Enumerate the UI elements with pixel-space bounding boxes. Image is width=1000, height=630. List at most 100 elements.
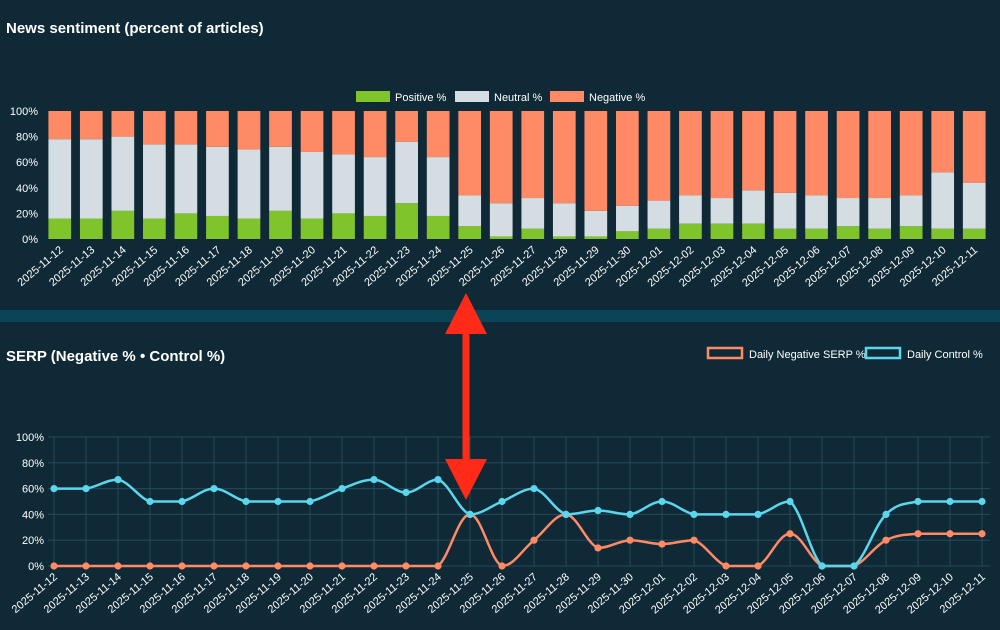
point-daily-negative-serp-: [498, 562, 506, 570]
point-daily-control-: [82, 485, 90, 493]
y-tick-label: 40%: [22, 509, 44, 521]
bar-positive-2025-12-05: [773, 228, 797, 239]
y-tick-label: 100%: [16, 432, 44, 444]
bar-neutral-2025-11-17: [206, 146, 229, 216]
point-daily-control-: [338, 485, 346, 493]
point-daily-control-: [690, 510, 698, 518]
point-daily-control-: [402, 488, 410, 497]
point-daily-control-: [274, 497, 282, 506]
point-daily-control-: [530, 485, 538, 493]
point-daily-negative-serp-: [434, 562, 442, 570]
bar-neutral-2025-11-23: [395, 141, 418, 204]
bar-negative-2025-11-29: [584, 111, 608, 211]
point-daily-negative-serp-: [82, 562, 90, 570]
point-daily-control-: [786, 497, 794, 506]
bar-negative-2025-12-08: [868, 111, 891, 199]
bar-negative-2025-11-15: [143, 111, 166, 145]
bar-neutral-2025-11-27: [521, 198, 545, 229]
bar-negative-2025-12-05: [773, 111, 797, 193]
legend-swatch: [356, 91, 390, 102]
point-daily-control-: [722, 510, 730, 518]
bar-positive-2025-11-16: [174, 213, 198, 239]
bar-neutral-2025-11-20: [300, 151, 324, 219]
bar-negative-2025-11-20: [300, 111, 324, 152]
bar-positive-2025-12-06: [805, 228, 828, 239]
point-daily-control-: [434, 475, 442, 484]
bar-negative-2025-11-17: [206, 111, 229, 147]
point-daily-control-: [50, 485, 58, 493]
bar-neutral-2025-11-21: [332, 154, 355, 214]
bar-negative-2025-12-06: [805, 111, 828, 196]
bar-neutral-2025-11-25: [458, 195, 482, 227]
bar-positive-2025-12-07: [836, 226, 860, 239]
legend-swatch: [455, 91, 489, 102]
bar-positive-2025-12-09: [899, 226, 923, 239]
point-daily-control-: [562, 510, 570, 518]
bar-positive-2025-11-14: [111, 210, 135, 239]
bar-neutral-2025-11-15: [143, 144, 166, 219]
bar-positive-2025-11-21: [332, 213, 355, 239]
bar-positive-2025-11-24: [426, 215, 450, 239]
bar-negative-2025-11-22: [363, 111, 387, 158]
bar-neutral-2025-12-07: [836, 198, 860, 227]
point-daily-negative-serp-: [786, 530, 794, 538]
point-daily-negative-serp-: [402, 562, 410, 570]
y-tick-label: 60%: [22, 484, 44, 496]
point-daily-control-: [658, 497, 666, 506]
point-daily-negative-serp-: [338, 562, 346, 570]
point-daily-control-: [498, 497, 506, 506]
bar-neutral-2025-11-14: [111, 136, 135, 211]
point-daily-negative-serp-: [370, 562, 378, 570]
point-daily-negative-serp-: [306, 562, 314, 570]
point-daily-control-: [594, 506, 602, 515]
bar-negative-2025-11-19: [269, 111, 292, 147]
point-daily-control-: [146, 497, 154, 506]
bar-neutral-2025-12-08: [868, 198, 891, 229]
bar-positive-2025-11-18: [237, 218, 261, 239]
bar-negative-2025-11-18: [237, 111, 261, 150]
bar-neutral-2025-12-01: [647, 200, 671, 229]
point-daily-negative-serp-: [626, 536, 634, 544]
point-daily-control-: [850, 562, 858, 570]
point-daily-negative-serp-: [882, 536, 890, 544]
point-daily-negative-serp-: [530, 536, 538, 544]
bar-positive-2025-11-17: [206, 215, 229, 239]
y-tick-label: 100%: [10, 106, 38, 118]
bar-positive-2025-12-01: [647, 228, 671, 239]
y-tick-label: 0%: [28, 561, 44, 573]
point-daily-negative-serp-: [946, 530, 954, 538]
bar-negative-2025-11-12: [48, 111, 72, 140]
bar-neutral-2025-11-30: [616, 205, 639, 232]
bar-neutral-2025-12-10: [931, 172, 955, 229]
bar-positive-2025-11-12: [48, 218, 72, 239]
point-daily-control-: [978, 497, 986, 506]
bar-neutral-2025-11-18: [237, 149, 261, 219]
bar-positive-2025-12-10: [931, 228, 955, 239]
bar-positive-2025-11-27: [521, 228, 545, 239]
panel-divider: [0, 310, 1000, 322]
bar-negative-2025-11-16: [174, 111, 198, 145]
bar-neutral-2025-12-11: [962, 182, 986, 229]
bar-negative-2025-11-13: [79, 111, 103, 140]
bar-positive-2025-11-22: [363, 215, 387, 239]
point-daily-control-: [114, 475, 122, 484]
point-daily-negative-serp-: [978, 530, 986, 538]
legend-label: Daily Control %: [907, 349, 983, 361]
bar-neutral-2025-11-26: [489, 203, 513, 237]
legend-swatch: [550, 91, 584, 102]
point-daily-negative-serp-: [242, 562, 250, 570]
sentiment-chart-title: News sentiment (percent of articles): [6, 20, 264, 37]
y-tick-label: 40%: [16, 183, 38, 195]
point-daily-negative-serp-: [274, 562, 282, 570]
bar-positive-2025-11-30: [616, 231, 639, 239]
bar-negative-2025-11-24: [426, 111, 450, 158]
bar-negative-2025-12-03: [710, 111, 734, 199]
point-daily-negative-serp-: [690, 536, 698, 544]
y-tick-label: 0%: [22, 234, 38, 246]
bar-negative-2025-11-23: [395, 111, 418, 142]
point-daily-control-: [882, 510, 890, 518]
bar-negative-2025-11-27: [521, 111, 545, 199]
point-daily-negative-serp-: [178, 562, 186, 570]
bar-negative-2025-12-09: [899, 111, 923, 196]
point-daily-control-: [210, 485, 218, 493]
